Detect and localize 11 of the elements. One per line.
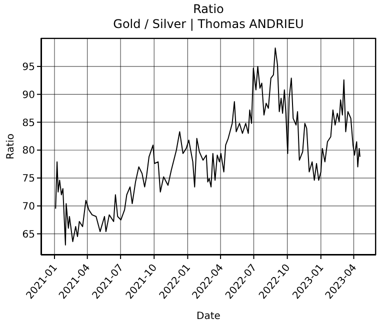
x-axis-title: Date [196, 311, 220, 322]
y-tick-label: 95 [22, 62, 35, 73]
y-tick-label: 85 [22, 118, 35, 129]
y-axis-title: Ratio [6, 134, 17, 160]
chart-title: Ratio [192, 2, 225, 16]
y-tick-label: 75 [22, 174, 35, 185]
y-tick-label: 70 [22, 201, 35, 212]
y-tick-label: 90 [22, 90, 35, 101]
chart-subtitle: Gold / Silver | Thomas ANDRIEU [112, 17, 305, 31]
y-tick-label: 80 [22, 146, 35, 157]
y-tick-label: 65 [22, 229, 35, 240]
